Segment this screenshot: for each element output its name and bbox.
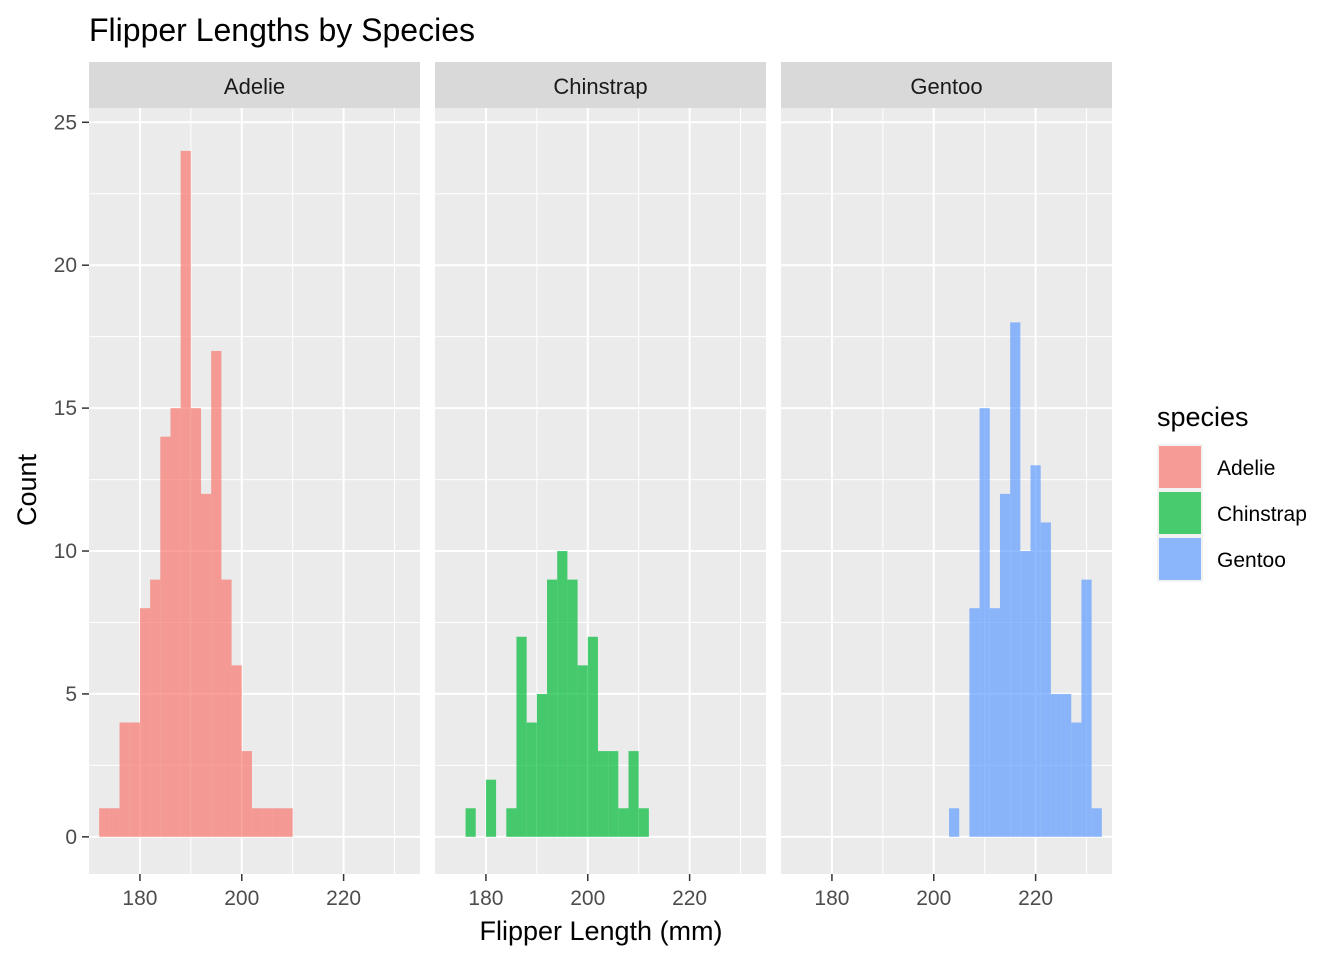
x-tick-label: 220 [672,887,707,910]
histogram-bar [567,579,578,837]
histogram-bar [201,493,212,837]
facet-strip [89,62,420,108]
panel-background [435,108,766,874]
x-axis-title: Flipper Length (mm) [479,916,722,946]
chart-title: Flipper Lengths by Species [89,12,475,48]
histogram-bar [1091,808,1102,837]
histogram-bar [536,693,548,837]
facet-panels: Adelie 180 200 220 Chinstrap 180 200 220 Gentoo 1… [89,62,1112,910]
histogram-bar [989,608,1000,837]
histogram-bar [251,808,263,837]
histogram-bar [221,579,232,837]
x-tick-label: 220 [326,887,361,910]
histogram-bar [241,751,252,837]
x-tick-label: 200 [916,887,951,910]
histogram-bar [1050,693,1062,837]
histogram-bar [1020,551,1031,837]
x-tick-label: 180 [814,887,849,910]
histogram-bar [597,751,609,837]
histogram-bar [949,808,960,837]
histogram-bar [618,808,629,837]
histogram-bar [180,150,191,837]
facet-strip-label: Chinstrap [553,74,647,99]
histogram-bar [485,779,497,837]
facet-strip [781,62,1112,108]
histogram-bar [979,408,990,837]
x-tick-label: 180 [468,887,503,910]
y-tick-label: 20 [54,254,77,277]
histogram-bar [465,808,476,837]
histogram-bar [272,808,283,837]
legend-swatch [1159,446,1201,488]
y-axis: 0 5 10 15 20 25 [54,111,89,849]
histogram-bar [99,808,110,837]
histogram-bar [160,436,171,837]
histogram-bar [109,808,120,837]
legend-label: Gentoo [1217,549,1286,572]
histogram-bar [1030,465,1041,837]
x-tick-label: 200 [570,887,605,910]
histogram-bar [1081,579,1092,837]
x-tick-label: 200 [224,887,259,910]
histogram-bar [211,350,222,837]
facet-strip-label: Adelie [224,74,285,99]
y-tick-label: 25 [54,111,77,134]
y-tick-label: 0 [65,826,77,849]
facet-strip-label: Gentoo [910,74,982,99]
histogram-bar [999,493,1011,837]
legend: species Adelie Chinstrap Gentoo [1157,402,1307,582]
facet-strip [435,62,766,108]
histogram-bar [282,808,293,837]
histogram-bar [150,579,161,837]
legend-swatch [1159,492,1201,534]
y-tick-label: 10 [54,540,77,563]
facet-panel-adelie: Adelie 180 200 220 [89,62,420,910]
histogram-bar [1040,522,1051,837]
histogram-bar [526,722,537,837]
histogram-bar [1061,693,1072,837]
y-tick-label: 15 [54,397,77,420]
x-tick-label: 180 [122,887,157,910]
histogram-bar [1071,722,1082,837]
histogram-bar [969,608,980,837]
histogram-bar [638,808,649,837]
y-axis-title: Count [12,453,42,526]
histogram-bar [170,408,181,837]
histogram-bar [516,636,527,837]
histogram-bar [231,665,242,837]
histogram-bar [262,808,273,837]
legend-label: Chinstrap [1217,503,1307,526]
histogram-bar [628,751,639,837]
legend-title: species [1157,402,1249,432]
y-tick-label: 5 [65,683,77,706]
histogram-bar [1010,322,1021,837]
histogram-bar [547,579,558,837]
facet-panel-chinstrap: Chinstrap 180 200 220 [435,62,766,910]
facet-panel-gentoo: Gentoo 180 200 220 [781,62,1112,910]
legend-label: Adelie [1217,457,1275,480]
histogram-bar [587,636,598,837]
histogram-bar [608,751,619,837]
histogram-bar [119,722,130,837]
histogram-bar [139,608,151,837]
histogram-bar [129,722,140,837]
legend-swatch [1159,538,1201,580]
x-tick-label: 220 [1018,887,1053,910]
histogram-bar [557,551,568,837]
histogram-bar [190,408,202,837]
histogram-bar [577,665,588,837]
histogram-bar [506,808,517,837]
